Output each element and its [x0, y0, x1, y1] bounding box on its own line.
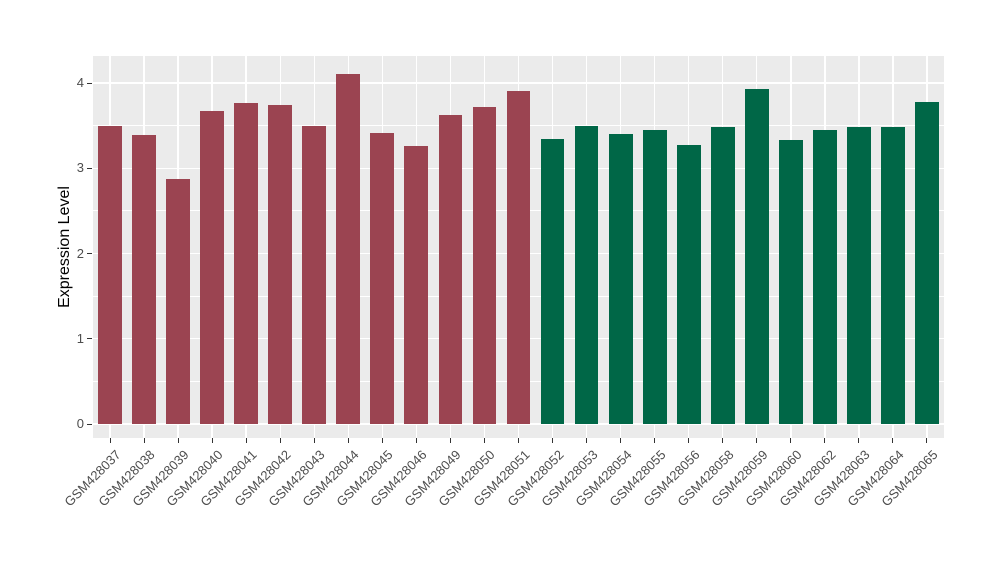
- x-tick-mark: [654, 438, 656, 443]
- bar: [710, 127, 735, 424]
- bar: [506, 90, 531, 424]
- bar: [744, 88, 769, 424]
- y-tick-mark: [87, 82, 92, 84]
- x-tick-mark: [415, 438, 417, 443]
- bar: [574, 125, 599, 424]
- x-tick-mark: [688, 438, 690, 443]
- y-tick-mark: [87, 253, 92, 255]
- x-tick-mark: [586, 438, 588, 443]
- bar: [234, 103, 259, 424]
- bar: [915, 101, 939, 424]
- x-tick-mark: [756, 438, 758, 443]
- bar: [642, 129, 667, 424]
- x-tick-mark: [347, 438, 349, 443]
- x-tick-mark: [722, 438, 724, 443]
- bar: [812, 129, 837, 424]
- y-tick-mark: [87, 338, 92, 340]
- bar: [200, 111, 225, 424]
- y-tick-label: 1: [76, 330, 84, 346]
- y-tick-label: 3: [76, 160, 84, 176]
- bar: [404, 146, 429, 424]
- x-tick-mark: [109, 438, 111, 443]
- y-tick-label: 4: [76, 75, 84, 91]
- x-tick-mark: [824, 438, 826, 443]
- x-tick-mark: [279, 438, 281, 443]
- bar: [472, 106, 497, 425]
- x-tick-mark: [926, 438, 928, 443]
- bar: [846, 127, 871, 424]
- bar: [302, 125, 327, 424]
- x-tick-mark: [177, 438, 179, 443]
- x-tick-mark: [245, 438, 247, 443]
- bar: [540, 139, 565, 424]
- x-tick-mark: [483, 438, 485, 443]
- bar: [268, 105, 293, 425]
- y-tick-mark: [87, 423, 92, 425]
- x-tick-mark: [552, 438, 554, 443]
- bar: [881, 126, 905, 425]
- plot-panel: [93, 56, 944, 438]
- bar: [370, 133, 395, 424]
- x-tick-mark: [449, 438, 451, 443]
- y-tick-label: 2: [76, 245, 84, 261]
- x-tick-mark: [790, 438, 792, 443]
- bar: [778, 140, 803, 424]
- y-tick-mark: [87, 167, 92, 169]
- bar: [166, 179, 190, 424]
- x-tick-mark: [143, 438, 145, 443]
- x-tick-mark: [620, 438, 622, 443]
- x-tick-mark: [313, 438, 315, 443]
- bar: [676, 145, 701, 424]
- x-tick-mark: [381, 438, 383, 443]
- x-tick-mark: [518, 438, 519, 443]
- x-tick-mark: [858, 438, 860, 443]
- y-tick-label: 0: [76, 416, 84, 432]
- x-tick-mark: [211, 438, 213, 443]
- bar: [98, 125, 122, 424]
- bar: [336, 74, 361, 424]
- bar: [438, 114, 463, 425]
- x-tick-mark: [892, 438, 894, 443]
- bar: [608, 134, 633, 425]
- bar: [132, 135, 156, 424]
